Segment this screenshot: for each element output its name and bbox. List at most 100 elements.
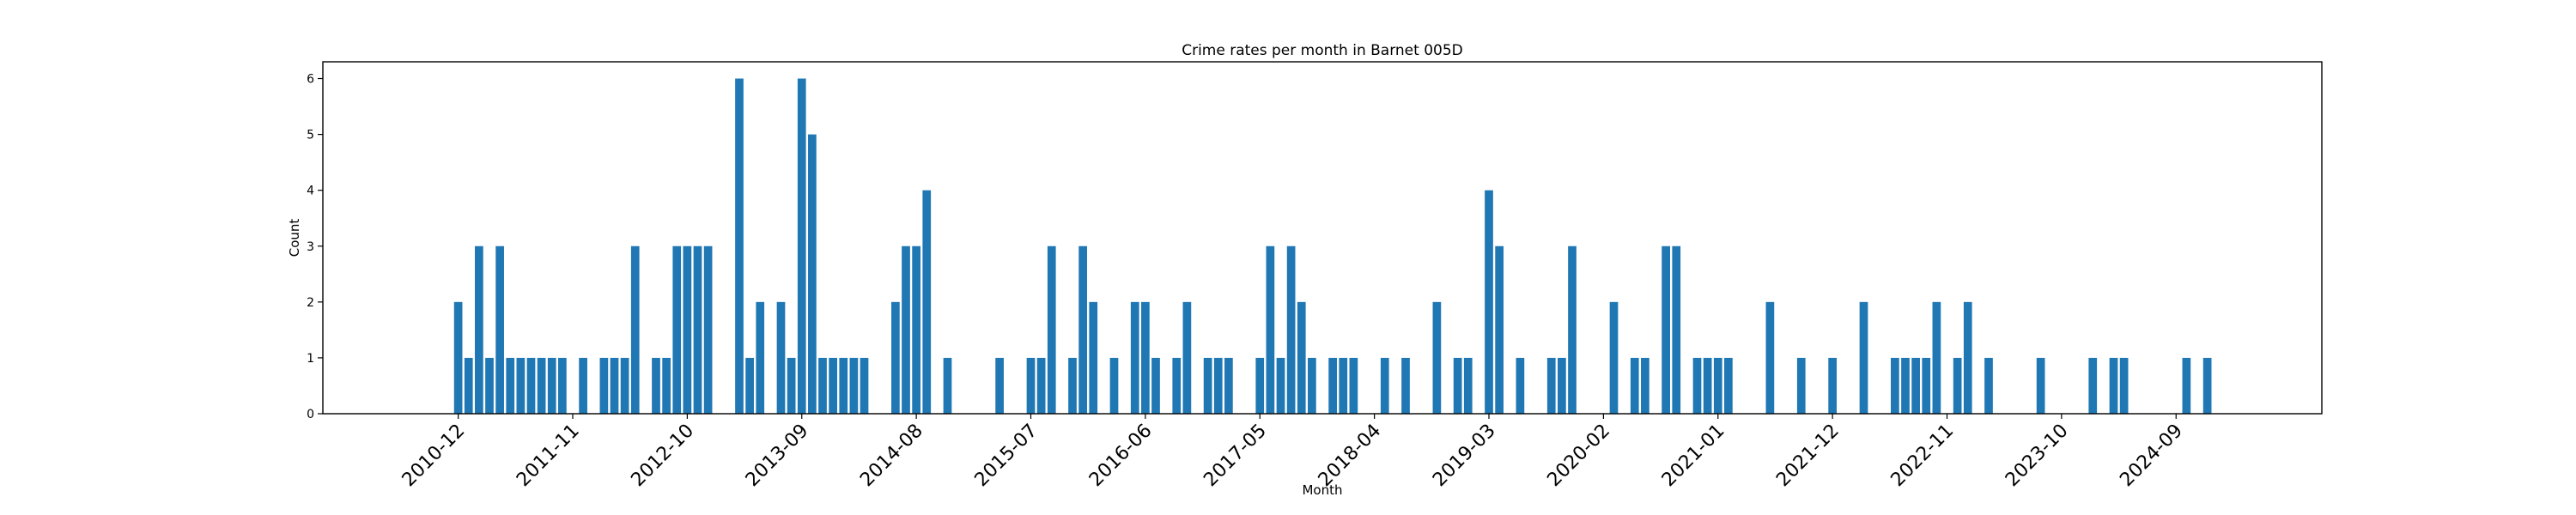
bar — [1546, 357, 1556, 414]
bar — [485, 357, 494, 414]
x-tick-label: 2023-10 — [2002, 420, 2073, 491]
bar — [1641, 357, 1649, 414]
bar — [693, 245, 702, 414]
bar — [756, 301, 765, 414]
bar — [630, 245, 640, 414]
bars — [453, 78, 2212, 415]
bar — [902, 245, 910, 414]
bar — [1151, 357, 1160, 414]
y-tick-label: 3 — [307, 240, 314, 254]
bar — [922, 190, 932, 414]
y-tick-label: 4 — [307, 185, 314, 198]
bar — [1516, 357, 1525, 414]
x-tick-label: 2022-11 — [1887, 420, 1959, 491]
bar — [1568, 245, 1577, 414]
bar — [1068, 357, 1077, 414]
bar — [453, 301, 463, 414]
x-tick-label: 2015-07 — [971, 420, 1042, 491]
bar — [943, 357, 952, 414]
bar — [1308, 357, 1316, 414]
x-tick-label: 2014-08 — [856, 420, 927, 491]
x-tick-label: 2021-12 — [1772, 420, 1844, 491]
bar — [1266, 245, 1275, 414]
bar — [1922, 357, 1931, 414]
bar — [808, 134, 817, 414]
x-axis-ticks: 2010-12 2011-11 2012-10 2013-09 2014-08 2015-… — [398, 414, 2187, 491]
bar — [1224, 357, 1233, 414]
bar — [818, 357, 827, 414]
bar — [1213, 357, 1223, 414]
x-tick-label: 2012-10 — [627, 420, 698, 491]
bar — [1713, 357, 1722, 414]
bar — [1339, 357, 1348, 414]
bar — [652, 357, 660, 414]
bar — [506, 357, 515, 414]
bar — [672, 245, 682, 414]
bar — [526, 357, 536, 414]
bar — [464, 357, 473, 414]
y-tick-label: 6 — [307, 73, 314, 87]
y-axis-ticks: 0 1 2 3 4 5 6 — [307, 73, 323, 421]
bar — [1182, 301, 1192, 414]
bar — [1932, 301, 1941, 414]
bar — [1495, 245, 1504, 414]
bar — [1703, 357, 1712, 414]
bar — [745, 357, 754, 414]
bar — [662, 357, 671, 414]
bar — [1765, 301, 1775, 414]
bar — [1724, 357, 1733, 414]
y-axis-label: Count — [287, 219, 302, 258]
bar — [860, 357, 869, 414]
bar — [1286, 245, 1296, 414]
bar — [1276, 357, 1285, 414]
bar — [703, 245, 713, 414]
bar — [2088, 357, 2098, 414]
y-tick-label: 5 — [307, 129, 314, 142]
bar — [1109, 357, 1119, 414]
bar — [475, 245, 483, 414]
bar — [1172, 357, 1182, 414]
bar — [1911, 357, 1920, 414]
bar — [1630, 357, 1639, 414]
bar — [1984, 357, 1993, 414]
x-tick-label: 2010-12 — [398, 420, 470, 491]
bar — [1380, 357, 1389, 414]
bar — [620, 357, 629, 414]
bar — [2202, 357, 2212, 414]
bar — [1963, 301, 1972, 414]
x-tick-label: 2017-05 — [1200, 420, 1271, 491]
bar — [995, 357, 1004, 414]
bar — [1692, 357, 1702, 414]
bar — [1130, 301, 1139, 414]
bar — [1297, 301, 1306, 414]
bar — [683, 245, 692, 414]
bar — [1828, 357, 1837, 414]
bar — [787, 357, 796, 414]
x-tick-label: 2016-06 — [1085, 420, 1157, 491]
x-tick-label: 2013-09 — [742, 420, 813, 491]
bar — [1485, 190, 1493, 414]
x-tick-label: 2020-02 — [1543, 420, 1614, 491]
bar — [1859, 301, 1868, 414]
x-tick-label: 2018-04 — [1315, 420, 1386, 491]
bar — [1078, 245, 1087, 414]
bar — [599, 357, 609, 414]
bar — [2119, 357, 2129, 414]
bar — [1953, 357, 1962, 414]
x-tick-label: 2011-11 — [513, 420, 584, 491]
bar — [1349, 357, 1358, 414]
bar — [829, 357, 837, 414]
plot-frame — [322, 61, 2323, 415]
bar — [537, 357, 546, 414]
bar — [1047, 245, 1056, 414]
bar — [1036, 357, 1046, 414]
bar — [1796, 357, 1806, 414]
bar — [547, 357, 556, 414]
bar — [776, 301, 786, 414]
bar — [1453, 357, 1462, 414]
bar — [849, 357, 859, 414]
bar — [1901, 357, 1910, 414]
x-tick-label: 2024-09 — [2116, 420, 2187, 491]
bar — [516, 357, 526, 414]
